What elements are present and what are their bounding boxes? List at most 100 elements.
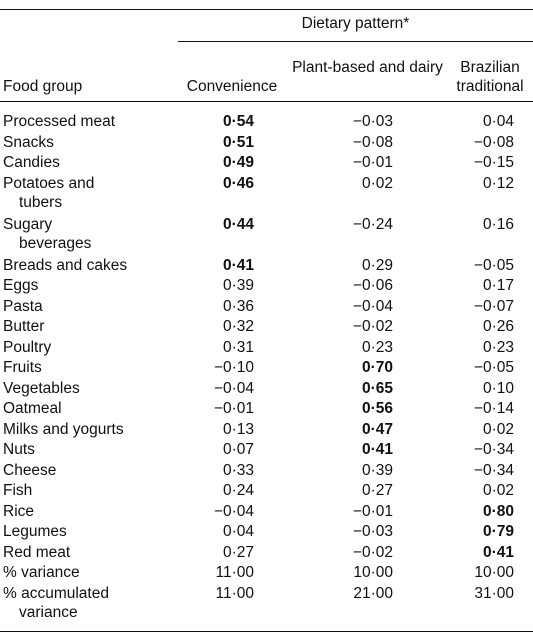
table-row: Breads and cakes 0·41 0·29 −0·05	[0, 256, 533, 277]
plant-based-loading: 0·41	[361, 441, 393, 458]
header-plant-based-dairy: Plant-based and dairy	[292, 59, 443, 76]
food-group-label-continuation: variance	[19, 603, 78, 621]
table-row: Sugary beverages 0·44 −0·24 0·16	[0, 215, 533, 256]
brazilian-loading: −0·05	[473, 359, 514, 376]
food-group-label: Snacks	[3, 133, 173, 152]
dietary-pattern-spanner: Dietary pattern*	[301, 15, 410, 32]
table-row: Processed meat 0·54 −0·03 0·04	[0, 112, 533, 133]
food-group-label-line: Milks and yogurts	[3, 420, 124, 438]
brazilian-loading: −0·05	[473, 256, 514, 274]
table-row: Butter 0·32 −0·02 0·26	[0, 317, 533, 338]
food-group-label-line: Fruits	[3, 359, 42, 376]
food-group-label: Processed meat	[3, 112, 173, 131]
brazilian-loading: 0·41	[482, 543, 514, 561]
header-brazilian-traditional: Brazilian traditional	[456, 59, 524, 95]
food-group-label: Pasta	[3, 297, 173, 316]
plant-based-loading: 10·00	[353, 564, 393, 581]
convenience-loading: 0·04	[222, 523, 254, 540]
plant-based-loading: −0·03	[352, 523, 393, 540]
plant-based-loading: 0·39	[361, 461, 393, 479]
convenience-loading: 0·46	[222, 174, 254, 192]
food-group-label-line: Snacks	[3, 133, 54, 151]
convenience-loading: 0·51	[222, 133, 254, 151]
convenience-loading: 0·49	[222, 154, 254, 171]
food-group-label-line: Candies	[3, 154, 60, 171]
table-row: Eggs 0·39 −0·06 0·17	[0, 276, 533, 297]
brazilian-loading: 10·00	[474, 564, 514, 581]
brazilian-loading: −0·14	[473, 400, 514, 417]
food-group-label: Poultry	[3, 338, 173, 357]
food-group-label-line: Processed meat	[3, 113, 115, 130]
table-row: Vegetables −0·04 0·65 0·10	[0, 379, 533, 400]
brazilian-loading: 0·26	[482, 318, 514, 335]
plant-based-loading: −0·02	[352, 543, 393, 561]
bottom-rule	[0, 631, 533, 632]
food-group-label-line: Pasta	[3, 297, 43, 315]
table-row: Fish 0·24 0·27 0·02	[0, 481, 533, 502]
brazilian-loading: 0·10	[482, 379, 514, 397]
food-group-label-line: Vegetables	[3, 379, 80, 397]
plant-based-loading: 21·00	[353, 584, 393, 602]
convenience-loading: 0·54	[222, 113, 254, 130]
plant-based-loading: 0·29	[361, 256, 393, 274]
food-group-label-line: Red meat	[3, 543, 71, 561]
convenience-loading: 0·31	[222, 338, 254, 356]
table-row: Poultry 0·31 0·23 0·23	[0, 338, 533, 359]
food-group-label: Eggs	[3, 276, 173, 295]
convenience-loading: 11·00	[215, 584, 255, 602]
food-group-label-continuation: tubers	[19, 193, 63, 211]
food-group-label: Potatoes and tubers	[3, 174, 173, 212]
brazilian-loading: 0·17	[482, 277, 514, 294]
table-row: Potatoes and tubers 0·46 0·02 0·12	[0, 174, 533, 215]
food-group-label-line: % accumulated	[3, 584, 109, 602]
header-convenience: Convenience	[186, 78, 278, 95]
convenience-loading: −0·10	[213, 359, 254, 376]
convenience-loading: 0·27	[222, 543, 254, 561]
food-group-label: Fish	[3, 481, 173, 500]
food-group-label-line: Butter	[3, 318, 45, 335]
plant-based-loading: −0·02	[352, 318, 393, 335]
table-row: Snacks 0·51 −0·08 −0·08	[0, 133, 533, 154]
food-group-label: Butter	[3, 317, 173, 336]
table-row: Candies 0·49 −0·01 −0·15	[0, 153, 533, 174]
convenience-loading: 0·33	[222, 461, 254, 479]
table-row: Rice −0·04 −0·01 0·80	[0, 502, 533, 523]
convenience-loading: 11·00	[215, 564, 255, 581]
table-row: Oatmeal −0·01 0·56 −0·14	[0, 399, 533, 420]
food-group-label-continuation: beverages	[19, 234, 92, 252]
food-group-label: Fruits	[3, 358, 173, 377]
convenience-loading: 0·44	[222, 215, 254, 233]
brazilian-loading: −0·34	[473, 461, 514, 479]
convenience-loading: −0·04	[213, 379, 254, 397]
brazilian-loading: 0·80	[482, 502, 514, 520]
convenience-loading: 0·41	[222, 256, 254, 274]
convenience-loading: −0·01	[213, 400, 254, 417]
food-group-label: Rice	[3, 502, 173, 521]
plant-based-loading: −0·24	[352, 215, 393, 233]
plant-based-loading: 0·65	[361, 379, 393, 397]
plant-based-loading: −0·01	[352, 154, 393, 171]
brazilian-loading: 31·00	[474, 584, 514, 602]
plant-based-loading: −0·06	[352, 277, 393, 294]
food-group-label-line: Legumes	[3, 523, 67, 540]
food-group-label-line: Fish	[3, 482, 33, 499]
table-row: % variance 11·00 10·00 10·00	[0, 563, 533, 584]
table-row: Legumes 0·04 −0·03 0·79	[0, 522, 533, 543]
table-row: Cheese 0·33 0·39 −0·34	[0, 461, 533, 482]
food-group-label-line: Poultry	[3, 338, 52, 356]
convenience-loading: 0·36	[222, 297, 254, 315]
food-group-label-line: Potatoes and	[3, 174, 95, 192]
header-rule	[0, 101, 533, 102]
food-group-label-line: Nuts	[3, 441, 35, 458]
brazilian-loading: 0·23	[482, 338, 514, 356]
plant-based-loading: −0·04	[352, 297, 393, 315]
convenience-loading: 0·32	[222, 318, 254, 335]
table-row: Red meat 0·27 −0·02 0·41	[0, 543, 533, 564]
brazilian-loading: 0·02	[482, 482, 514, 499]
table-row: Fruits −0·10 0·70 −0·05	[0, 358, 533, 379]
food-group-label: Sugary beverages	[3, 215, 173, 253]
plant-based-loading: 0·02	[361, 174, 393, 192]
brazilian-loading: 0·04	[482, 113, 514, 130]
convenience-loading: −0·04	[213, 502, 254, 520]
plant-based-loading: 0·56	[361, 400, 393, 417]
